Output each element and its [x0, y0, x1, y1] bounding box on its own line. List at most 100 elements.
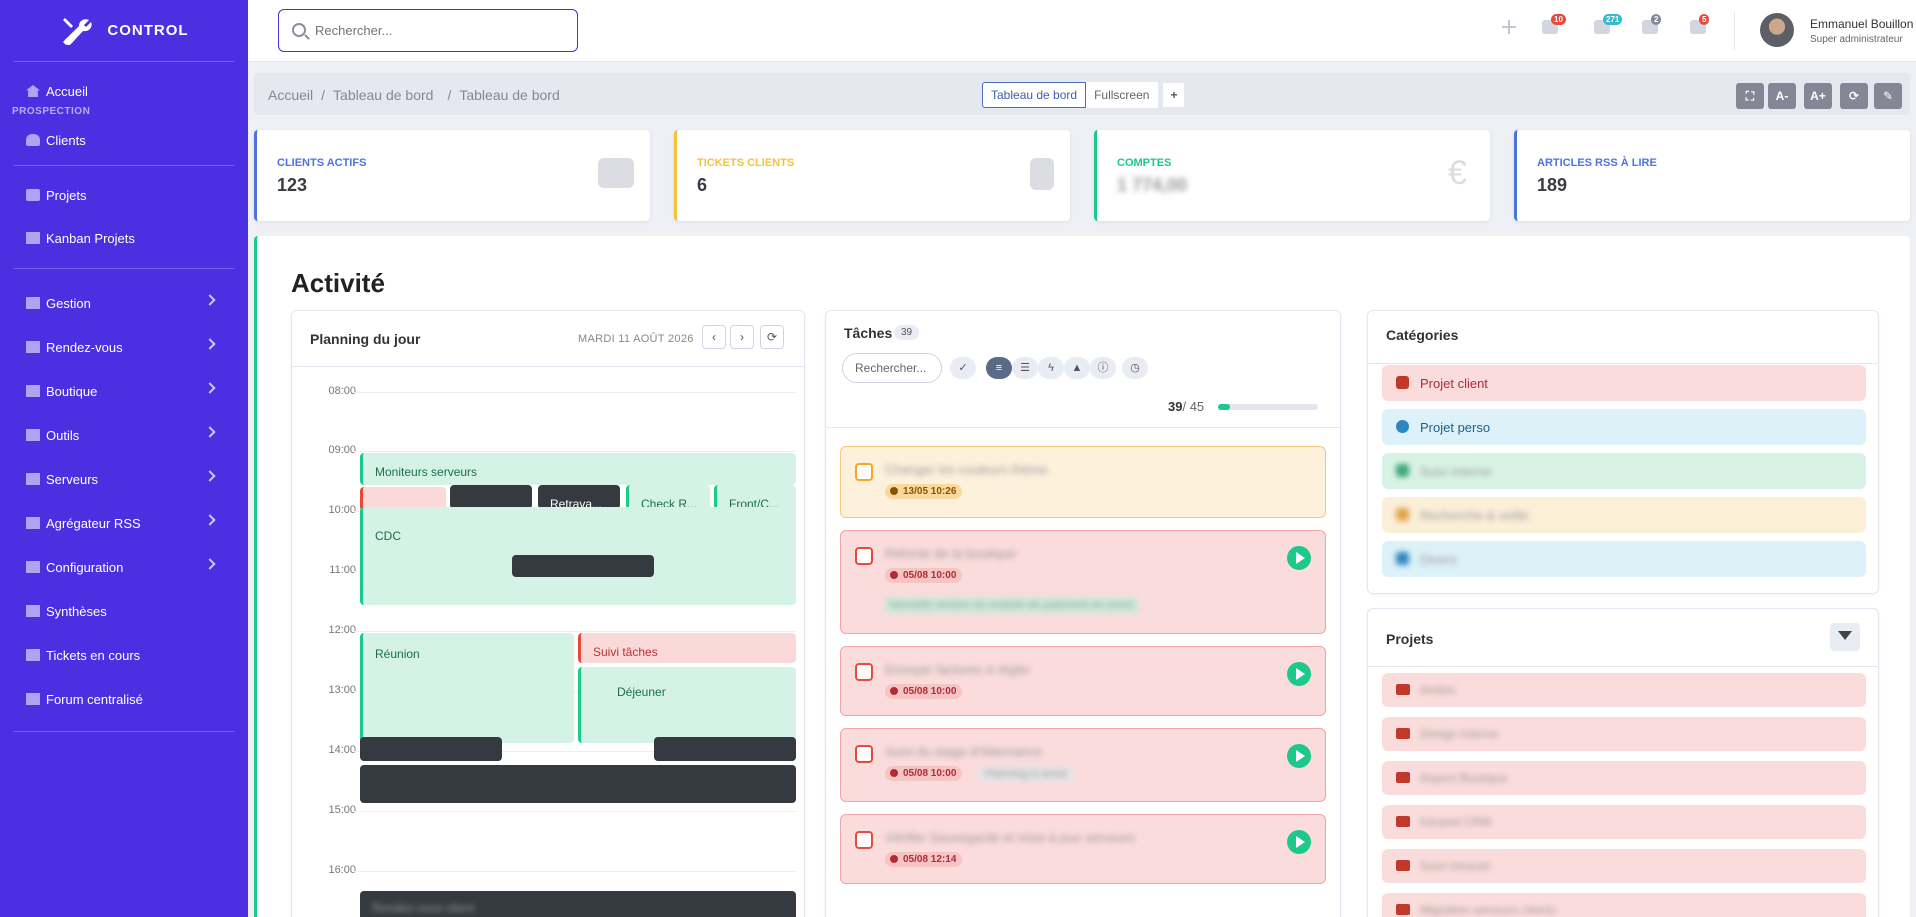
event-retravail[interactable]: Retrava... — [538, 485, 620, 509]
sidebar-item-kanban[interactable]: Kanban Projets — [0, 224, 248, 252]
sidebar-item-rss[interactable]: Agrégateur RSS — [0, 501, 248, 545]
project-item[interactable]: Intranet CRM — [1382, 805, 1866, 839]
event-dejeuner[interactable]: Déjeuner — [578, 667, 796, 743]
stat-card-rss[interactable]: ARTICLES RSS À LIRE 189 — [1514, 130, 1910, 221]
avatar[interactable] — [1760, 13, 1794, 47]
bolt-icon[interactable]: ϟ — [1038, 357, 1064, 379]
task-item[interactable]: Changer les couleurs thème 13/05 10:26 — [840, 446, 1326, 518]
play-icon[interactable] — [1287, 830, 1311, 854]
project-item[interactable]: Migration serveurs clients — [1382, 893, 1866, 917]
bell-icon[interactable]: 5 — [1690, 14, 1710, 34]
task-checkbox[interactable] — [855, 663, 873, 681]
stat-card-clients[interactable]: CLIENTS ACTIFS 123 — [254, 130, 650, 221]
increase-font-button[interactable]: A+ — [1804, 83, 1832, 109]
task-item[interactable]: Suivi du stage d'Alternance 05/08 10:00 … — [840, 728, 1326, 802]
message-icon[interactable]: 271 — [1594, 14, 1623, 34]
event-rendez-vous[interactable]: Rendez-vous client — [360, 891, 796, 917]
task-item[interactable]: Envoyer factures à régler 05/08 10:00 — [840, 646, 1326, 716]
category-item[interactable]: Divers — [1382, 541, 1866, 577]
project-item[interactable]: Ambre — [1382, 673, 1866, 707]
search-input[interactable] — [315, 23, 555, 38]
project-item[interactable]: Design Interne — [1382, 717, 1866, 751]
category-projet-perso[interactable]: Projet perso — [1382, 409, 1866, 445]
play-icon[interactable] — [1287, 546, 1311, 570]
project-item[interactable]: Aspect Boutique — [1382, 761, 1866, 795]
sidebar-item-label: Forum centralisé — [46, 691, 143, 707]
breadcrumb-item[interactable]: Accueil — [268, 87, 314, 103]
sidebar-item-forum[interactable]: Forum centralisé — [0, 677, 248, 721]
sidebar-item-configuration[interactable]: Configuration — [0, 545, 248, 589]
next-day-button[interactable]: › — [730, 325, 754, 349]
sidebar-item-tickets[interactable]: Tickets en cours — [0, 633, 248, 677]
sidebar-item-projets[interactable]: Projets — [0, 166, 248, 224]
sidebar-heading: PROSPECTION — [12, 106, 91, 117]
refresh-planning-button[interactable]: ⟳ — [760, 325, 784, 349]
sidebar-item-accueil[interactable]: Accueil — [0, 76, 248, 106]
event-reunion[interactable]: Réunion — [360, 633, 574, 743]
fullscreen-button[interactable]: ⛶ — [1736, 83, 1764, 109]
sidebar-item-serveurs[interactable]: Serveurs — [0, 457, 248, 501]
stat-value: 123 — [277, 175, 308, 195]
chevron-right-icon — [204, 426, 216, 438]
tasks-search-input[interactable]: Rechercher... — [842, 353, 942, 383]
stat-label: ARTICLES RSS À LIRE — [1537, 157, 1657, 169]
brand[interactable]: CONTROL — [14, 0, 234, 62]
task-checkbox[interactable] — [855, 831, 873, 849]
checklist-icon[interactable]: ☰ — [1012, 357, 1038, 379]
gear-icon — [1396, 420, 1409, 433]
task-item[interactable]: Vérifier Sauvegarde et mise à jour serve… — [840, 814, 1326, 884]
chevron-right-icon — [204, 558, 216, 570]
stat-card-comptes[interactable]: COMPTES 1 774,00 € — [1094, 130, 1490, 221]
decrease-font-button[interactable]: A- — [1768, 83, 1796, 109]
clock-icon[interactable]: ◷ — [1122, 357, 1148, 379]
previous-day-button[interactable]: ‹ — [702, 325, 726, 349]
task-checkbox[interactable] — [855, 463, 873, 481]
add-icon[interactable] — [1502, 20, 1516, 34]
play-icon[interactable] — [1287, 662, 1311, 686]
tab-fullscreen[interactable]: Fullscreen — [1086, 82, 1159, 108]
sidebar-item-gestion[interactable]: Gestion — [0, 281, 248, 325]
edit-button[interactable]: ✎ — [1874, 83, 1902, 109]
breadcrumb-item[interactable]: Tableau de bord — [333, 87, 434, 103]
project-label: Design Interne — [1420, 727, 1499, 741]
filter-icon[interactable] — [1830, 623, 1860, 651]
list-icon[interactable]: ≡ — [986, 357, 1012, 379]
sidebar-item-boutique[interactable]: Boutique — [0, 369, 248, 413]
task-checkbox[interactable] — [855, 745, 873, 763]
event-blurred[interactable] — [654, 737, 796, 761]
folder-icon — [26, 517, 40, 529]
check-icon[interactable]: ✓ — [950, 357, 976, 379]
add-tab-button[interactable]: + — [1162, 82, 1186, 108]
document-icon[interactable]: 2 — [1642, 14, 1662, 34]
hour-label: 15:00 — [328, 804, 356, 816]
chevron-right-icon — [204, 382, 216, 394]
category-projet-client[interactable]: Projet client — [1382, 365, 1866, 401]
category-item[interactable]: Suivi interne — [1382, 453, 1866, 489]
category-item[interactable]: Recherche & veille — [1382, 497, 1866, 533]
project-item[interactable]: Suivi Intranet — [1382, 849, 1866, 883]
event-moniteurs[interactable]: Moniteurs serveurs — [360, 453, 796, 485]
play-icon[interactable] — [1287, 744, 1311, 768]
sidebar-item-syntheses[interactable]: Synthèses — [0, 589, 248, 633]
event-blurred[interactable] — [360, 765, 796, 803]
warning-icon[interactable]: ▲ — [1064, 357, 1090, 379]
refresh-button[interactable]: ⟳ — [1840, 83, 1868, 109]
alert-icon[interactable]: 10 — [1542, 14, 1566, 34]
task-title: Vérifier Sauvegarde et mise à jour serve… — [885, 830, 1136, 845]
sidebar-item-outils[interactable]: Outils — [0, 413, 248, 457]
event-blurred[interactable] — [360, 737, 502, 761]
sidebar-item-clients[interactable]: Clients — [0, 118, 248, 162]
tasks-total-count: / 45 — [1182, 399, 1205, 414]
info-icon[interactable]: ⓘ — [1090, 357, 1116, 379]
tab-tableau-de-bord[interactable]: Tableau de bord — [982, 82, 1087, 108]
event-suivi[interactable]: Suivi tâches — [578, 633, 796, 663]
stat-card-tickets[interactable]: TICKETS CLIENTS 6 — [674, 130, 1070, 221]
search-box[interactable] — [278, 9, 578, 52]
task-checkbox[interactable] — [855, 547, 873, 565]
sidebar-item-rendez-vous[interactable]: Rendez-vous — [0, 325, 248, 369]
user-name[interactable]: Emmanuel Bouillon — [1810, 17, 1914, 31]
event-blurred[interactable] — [450, 485, 532, 509]
event-blurred[interactable] — [512, 555, 654, 577]
euro-icon: € — [1448, 154, 1467, 192]
task-item[interactable]: Refonte de la boutique 05/08 10:00 Nouve… — [840, 530, 1326, 634]
